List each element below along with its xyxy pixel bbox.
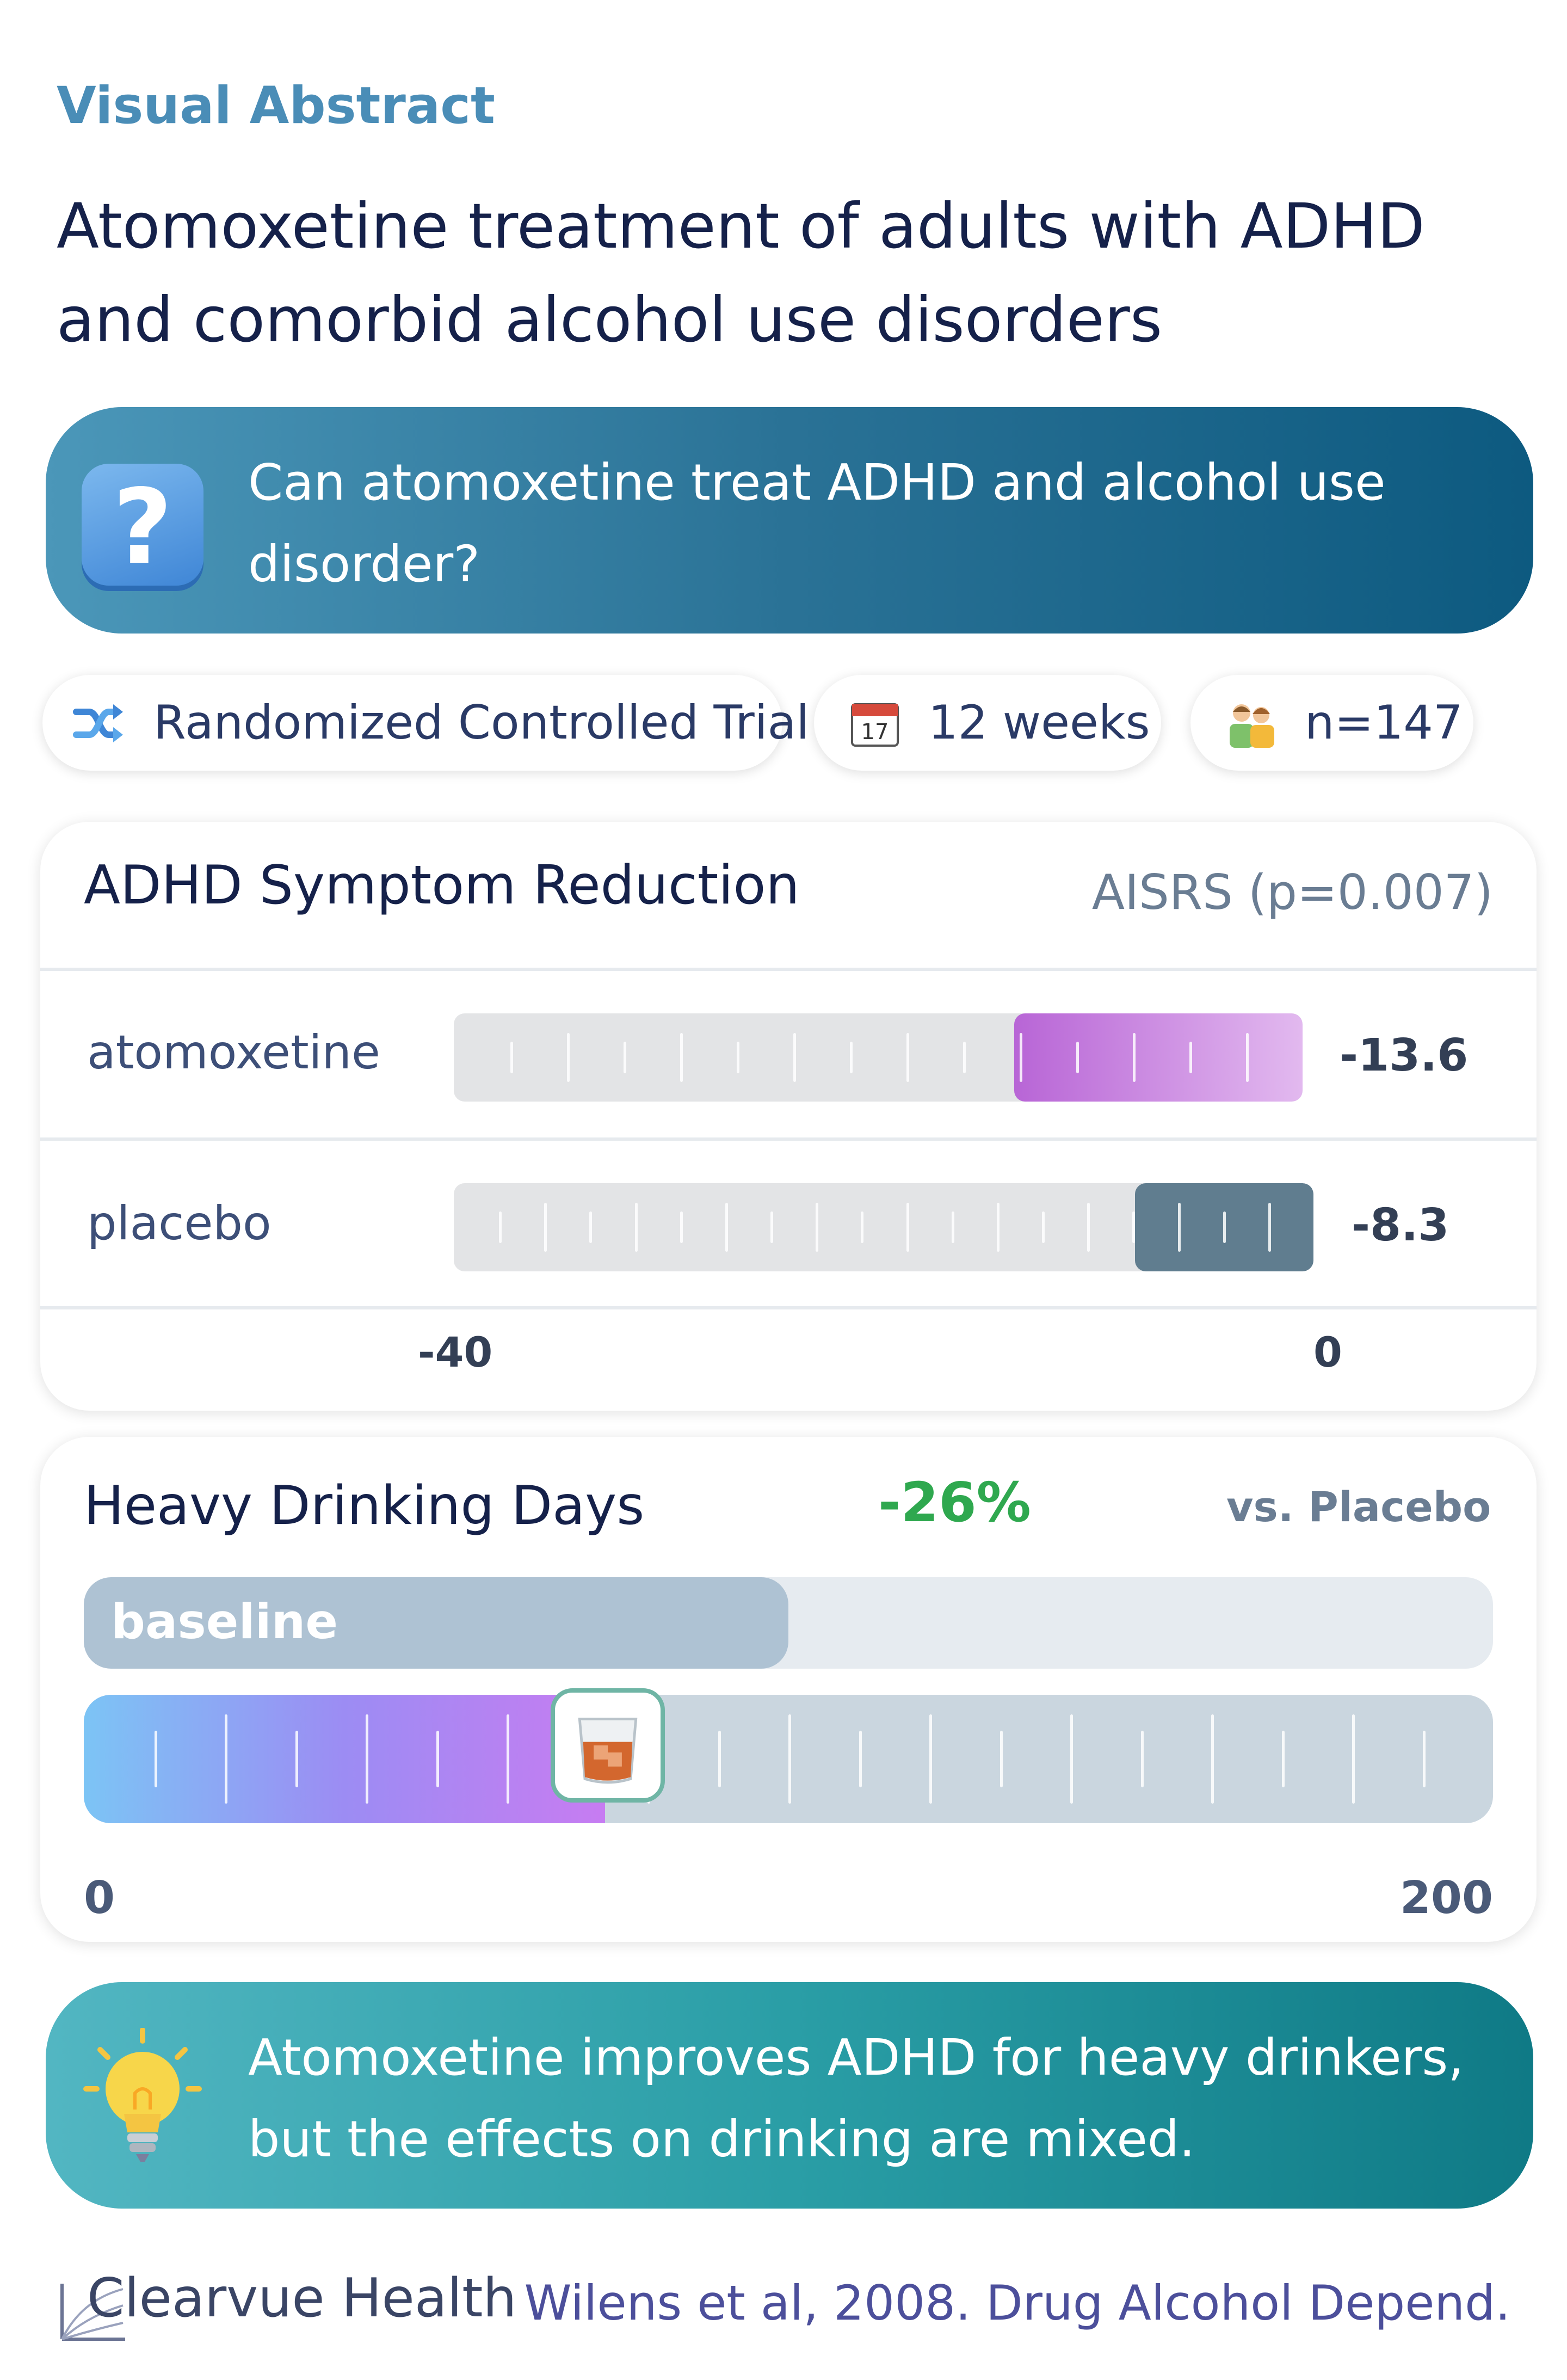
bar-tick [589,1211,593,1243]
drinking-axis-max: 200 [1399,1872,1493,1924]
bar-tick [737,1042,739,1073]
bar-tick [1140,1731,1144,1787]
drinking-axis-min: 0 [84,1872,115,1924]
bar-tick [1177,1203,1181,1252]
bar-tick [793,1033,796,1082]
bar-tick [225,1714,227,1804]
bar-tick [1268,1203,1271,1252]
bar-tick [861,1211,864,1243]
page-title: Atomoxetine treatment of adults with ADH… [57,190,1425,356]
divider [40,1137,1537,1141]
bar-tick [1000,1731,1003,1787]
svg-text:17: 17 [861,719,889,745]
atomoxetine-bar-fill [1014,1013,1303,1102]
bar-tick [295,1731,298,1787]
bar-tick [1189,1042,1192,1073]
bar-tick [788,1714,791,1804]
bar-tick [906,1203,909,1252]
bar-tick [510,1042,513,1073]
adhd-card: ADHD Symptom Reduction AISRS (p=0.007) a… [40,822,1537,1411]
bar-tick [567,1033,570,1082]
bar-tick [1352,1714,1355,1804]
divider [40,968,1537,971]
bar-tick [1211,1714,1214,1804]
adhd-axis-min: -40 [418,1328,493,1376]
bar-tick [1087,1203,1090,1252]
bar-tick [680,1211,683,1243]
bar-tick [1020,1033,1022,1082]
adhd-measure: AISRS (p=0.007) [1091,864,1493,920]
bar-tick [499,1211,502,1243]
drinking-card: Heavy Drinking Days -26% vs. Placebo bas… [40,1437,1537,1942]
bar-tick [770,1211,774,1243]
adhd-axis-max: 0 [1313,1328,1342,1376]
bar-tick [624,1042,626,1073]
calendar-icon: 17 [851,703,899,747]
design-pill: Randomized Controlled Trial [42,675,809,771]
drinking-card-title: Heavy Drinking Days [84,1475,645,1537]
bar-tick [1422,1731,1426,1787]
bar-tick [1070,1714,1073,1804]
bar-tick [1076,1042,1079,1073]
bar-tick [1042,1211,1045,1243]
question-text: Can atomoxetine treat ADHD and alcohol u… [248,453,1386,593]
baseline-bar-track: baseline [84,1577,1493,1669]
bar-tick [951,1211,954,1243]
bar-tick [680,1033,683,1082]
clearvue-logo-icon [60,2284,125,2341]
lightbulb-icon [83,2028,202,2162]
bar-tick [366,1714,368,1804]
bar-tick [906,1033,909,1082]
design-label: Randomized Controlled Trial [153,696,810,750]
drinking-change: -26% [878,1471,1031,1534]
bar-tick [154,1731,157,1787]
bar-tick [850,1042,853,1073]
brand-name: Clearvue Health [87,2267,517,2329]
bar-tick [1281,1731,1285,1787]
bar-tick [816,1203,819,1252]
row-label-placebo: placebo [87,1196,272,1251]
bar-tick [1223,1211,1226,1243]
citation: Wilens et al, 2008. Drug Alcohol Depend. [524,2275,1510,2331]
placebo-value: -8.3 [1352,1200,1449,1251]
bar-tick [1246,1033,1249,1082]
conclusion-banner: Atomoxetine improves ADHD for heavy drin… [46,1982,1533,2209]
question-banner: ? Can atomoxetine treat ADHD and alcohol… [46,407,1533,634]
bar-tick [963,1042,966,1073]
duration-label: 12 weeks [928,696,1150,750]
atomoxetine-bar-track [454,1013,1303,1102]
atomoxetine-value: -13.6 [1340,1030,1469,1081]
shuffle-icon [73,704,123,742]
bar-tick [544,1203,547,1252]
bar-tick [718,1731,721,1787]
bar-tick [634,1203,638,1252]
baseline-bar-fill [84,1577,788,1669]
conclusion-text: Atomoxetine improves ADHD for heavy drin… [248,2028,1464,2168]
people-icon [1230,704,1274,748]
whiskey-glass-icon [551,1688,665,1803]
sample-label: n=147 [1305,696,1463,750]
adhd-card-title: ADHD Symptom Reduction [84,854,800,917]
drinking-comparison: vs. Placebo [1226,1483,1491,1531]
question-mark-icon: ? [82,464,203,587]
placebo-bar-track [454,1183,1313,1271]
divider [40,1306,1537,1309]
treated-bar-fill [84,1695,606,1823]
treated-bar-track [84,1695,1493,1823]
bar-tick [507,1714,509,1804]
bar-tick [725,1203,728,1252]
sample-pill: n=147 [1190,675,1473,771]
eyebrow-label: Visual Abstract [57,76,495,136]
bar-tick [996,1203,1000,1252]
bar-tick [1133,1033,1136,1082]
row-label-atomoxetine: atomoxetine [87,1025,380,1080]
duration-pill: 17 12 weeks [814,675,1161,771]
baseline-label: baseline [111,1594,338,1650]
bar-tick [436,1731,439,1787]
bar-tick [929,1714,932,1804]
bar-tick [1132,1211,1136,1243]
bar-tick [859,1731,862,1787]
